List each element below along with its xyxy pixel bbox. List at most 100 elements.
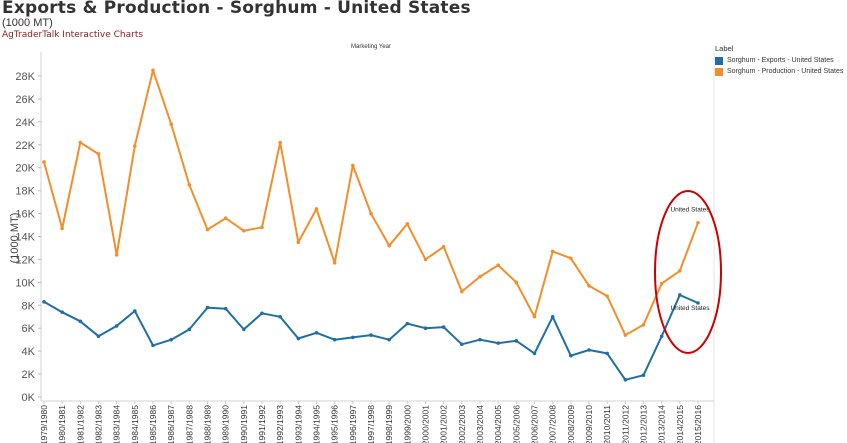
y-tick-label: 10K xyxy=(15,277,35,289)
x-tick-label: 2007/2008 xyxy=(548,405,558,443)
data-point xyxy=(496,263,500,267)
data-point xyxy=(205,227,210,232)
x-tick-label: 2011/2012 xyxy=(620,405,630,443)
data-point xyxy=(114,324,119,328)
data-point xyxy=(42,160,46,164)
brand-label: AgTraderTalk Interactive Charts xyxy=(2,30,144,40)
series-layer: United States United States xyxy=(42,68,710,382)
data-point xyxy=(60,226,64,231)
data-point xyxy=(96,334,101,339)
y-axis-label: (1000 MT) xyxy=(9,213,21,264)
data-point xyxy=(169,337,173,342)
data-point xyxy=(242,327,246,332)
series-end-label: United States xyxy=(670,207,710,214)
x-tick-label: 1994/1995 xyxy=(312,405,322,443)
data-point xyxy=(514,280,519,285)
data-point xyxy=(678,293,682,297)
y-tick-label: 24K xyxy=(15,117,35,129)
data-point xyxy=(496,341,500,345)
y-tick-label: 20K xyxy=(15,163,35,175)
y-axis: 0K 2K 4K 6K 8K 10K 12K 14K 16K 18K 20K 22K 24K 26K 28K xyxy=(15,52,42,404)
x-tick-label: 1988/1989 xyxy=(203,405,213,443)
x-tick-label: 1989/1990 xyxy=(221,405,231,443)
data-point xyxy=(314,331,319,335)
y-tick-label: 16K xyxy=(15,209,35,221)
data-point xyxy=(351,335,355,340)
data-point xyxy=(260,225,264,230)
data-point xyxy=(641,322,646,327)
data-point xyxy=(96,152,101,156)
data-point xyxy=(78,140,83,145)
data-point xyxy=(332,261,337,265)
legend-label-production: Sorghum - Production - United States xyxy=(727,68,844,75)
data-point xyxy=(278,314,282,319)
x-tick-label: 1997/1998 xyxy=(366,405,376,443)
data-point xyxy=(151,68,155,73)
x-tick-label: 2000/2001 xyxy=(421,405,431,443)
x-tick-label: 2001/2002 xyxy=(439,405,449,443)
data-point xyxy=(569,353,573,358)
annotation-layer xyxy=(654,190,722,354)
data-point xyxy=(332,337,337,342)
data-point xyxy=(205,305,210,310)
data-point xyxy=(314,207,319,211)
legend-swatch-exports xyxy=(715,56,723,65)
x-tick-label: 1999/2000 xyxy=(402,405,412,443)
data-point xyxy=(42,300,46,304)
chart-subtitle: (1000 MT) xyxy=(2,17,53,29)
y-tick-label: 6K xyxy=(22,323,36,335)
data-point xyxy=(405,321,410,326)
data-point xyxy=(460,342,464,347)
legend-item-exports[interactable]: Sorghum - Exports - United States xyxy=(715,55,843,66)
x-tick-label: 2004/2005 xyxy=(493,405,503,443)
data-point xyxy=(78,319,83,324)
data-point xyxy=(623,333,628,337)
data-point xyxy=(223,306,228,311)
data-point xyxy=(659,281,664,286)
legend-item-production[interactable]: Sorghum - Production - United States xyxy=(715,66,843,77)
y-tick-label: 26K xyxy=(15,94,35,106)
data-point xyxy=(696,301,700,305)
data-point xyxy=(296,240,301,245)
data-point xyxy=(460,289,464,294)
x-tick-label: 1995/1996 xyxy=(330,405,340,443)
data-point xyxy=(569,256,573,261)
highlight-ellipse xyxy=(654,190,722,354)
data-point xyxy=(387,243,391,248)
y-tick-label: 14K xyxy=(15,232,35,244)
y-tick-label: 12K xyxy=(15,254,35,266)
data-point xyxy=(242,228,246,233)
x-tick-label: 1985/1986 xyxy=(148,405,158,443)
data-point xyxy=(623,378,628,382)
data-point xyxy=(114,253,119,257)
data-point xyxy=(550,314,555,319)
data-point xyxy=(678,269,682,273)
data-point xyxy=(696,220,700,225)
data-point xyxy=(605,351,609,356)
series-line xyxy=(43,294,699,381)
legend-swatch-production xyxy=(715,67,723,76)
x-tick-label: 2010/2011 xyxy=(602,405,612,443)
data-point xyxy=(423,326,428,331)
x-tick-label: 1981/1982 xyxy=(75,405,85,443)
data-point xyxy=(587,348,591,352)
data-point xyxy=(151,343,155,348)
data-point xyxy=(532,351,537,356)
x-tick-label: 2014/2015 xyxy=(675,405,685,443)
data-point xyxy=(532,314,537,319)
x-tick-label: 2008/2009 xyxy=(566,405,576,443)
y-tick-label: 8K xyxy=(22,300,36,312)
data-point xyxy=(369,211,373,216)
data-point xyxy=(478,337,482,342)
data-point xyxy=(405,222,410,226)
data-point xyxy=(133,144,137,148)
data-point xyxy=(550,249,555,254)
series-line xyxy=(43,69,699,337)
x-tick-label: 1991/1992 xyxy=(257,405,267,443)
data-point xyxy=(605,294,609,298)
series-production: United States xyxy=(42,68,710,337)
data-point xyxy=(641,373,646,378)
x-tick-label: 1984/1985 xyxy=(130,405,140,443)
chart-title: Exports & Production - Sorghum - United … xyxy=(2,0,471,18)
y-tick-label: 28K xyxy=(15,71,35,83)
